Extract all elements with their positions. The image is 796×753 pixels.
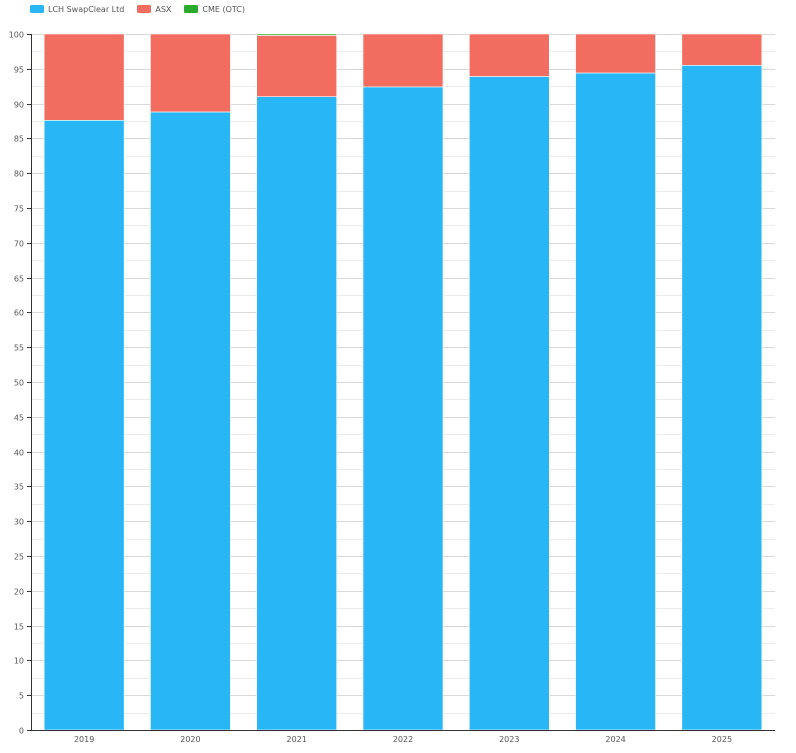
legend-swatch-asx <box>137 5 152 13</box>
bar-lch-swapclear-ltd-2021[interactable] <box>256 96 338 731</box>
y-tick-label: 80 <box>14 170 24 179</box>
y-tick-label: 50 <box>14 379 24 388</box>
y-tick-label: 60 <box>14 309 24 318</box>
y-tick-label: 55 <box>14 344 24 353</box>
bar-asx-2023[interactable] <box>468 33 550 77</box>
bar-asx-2021[interactable] <box>256 35 338 97</box>
y-tick-label: 30 <box>14 518 24 527</box>
bar-asx-2022[interactable] <box>362 33 444 88</box>
legend-swatch-cme-otc <box>184 5 199 13</box>
bar-lch-swapclear-ltd-2025[interactable] <box>681 65 763 731</box>
y-tick-label: 90 <box>14 101 24 110</box>
y-tick-label: 70 <box>14 240 24 249</box>
y-tick-label: 40 <box>14 449 24 458</box>
y-tick-label: 85 <box>14 135 24 144</box>
bar-asx-2024[interactable] <box>575 33 656 74</box>
y-tick-label: 15 <box>14 623 24 632</box>
y-tick-label: 10 <box>14 657 24 666</box>
legend-item-cme-otc[interactable]: CME (OTC) <box>184 5 245 14</box>
bar-asx-2019[interactable] <box>43 33 125 121</box>
y-tick-label: 65 <box>14 275 24 284</box>
legend-label-cme-otc: CME (OTC) <box>202 4 246 14</box>
bar-asx-2020[interactable] <box>150 33 231 113</box>
legend-label-asx: ASX <box>155 4 172 14</box>
x-tick-label: 2020 <box>180 735 200 744</box>
y-tick-label: 0 <box>19 727 24 736</box>
legend-item-lch-swapclear[interactable]: LCH SwapClear Ltd <box>30 5 124 14</box>
x-tick-label: 2024 <box>605 735 625 744</box>
bar-lch-swapclear-ltd-2022[interactable] <box>362 86 444 731</box>
legend-label-lch-swapclear: LCH SwapClear Ltd <box>48 4 125 14</box>
axes: 0510152025303540455055606570758085909510… <box>9 31 775 744</box>
bar-lch-swapclear-ltd-2019[interactable] <box>43 120 125 731</box>
y-tick-label: 75 <box>14 205 24 214</box>
y-tick-label: 5 <box>19 692 24 701</box>
x-tick-label: 2023 <box>499 735 519 744</box>
legend-swatch-lch-swapclear <box>30 5 44 13</box>
x-tick-label: 2021 <box>287 735 307 744</box>
bars <box>43 33 763 731</box>
bar-asx-2025[interactable] <box>681 33 763 66</box>
bar-lch-swapclear-ltd-2023[interactable] <box>468 76 550 731</box>
x-tick-label: 2019 <box>74 735 94 744</box>
y-tick-label: 100 <box>9 31 24 40</box>
bar-cme-otc-2021[interactable] <box>256 33 338 36</box>
bar-lch-swapclear-ltd-2020[interactable] <box>150 111 231 731</box>
y-tick-label: 95 <box>14 66 24 75</box>
x-tick-label: 2025 <box>712 735 732 744</box>
bar-lch-swapclear-ltd-2024[interactable] <box>575 72 656 731</box>
y-tick-label: 25 <box>14 553 24 562</box>
y-tick-label: 20 <box>14 588 24 597</box>
y-tick-label: 45 <box>14 414 24 423</box>
x-tick-label: 2022 <box>393 735 413 744</box>
legend: LCH SwapClear Ltd ASX CME (OTC) <box>30 3 258 15</box>
y-tick-label: 35 <box>14 483 24 492</box>
legend-item-asx[interactable]: ASX <box>137 5 171 14</box>
